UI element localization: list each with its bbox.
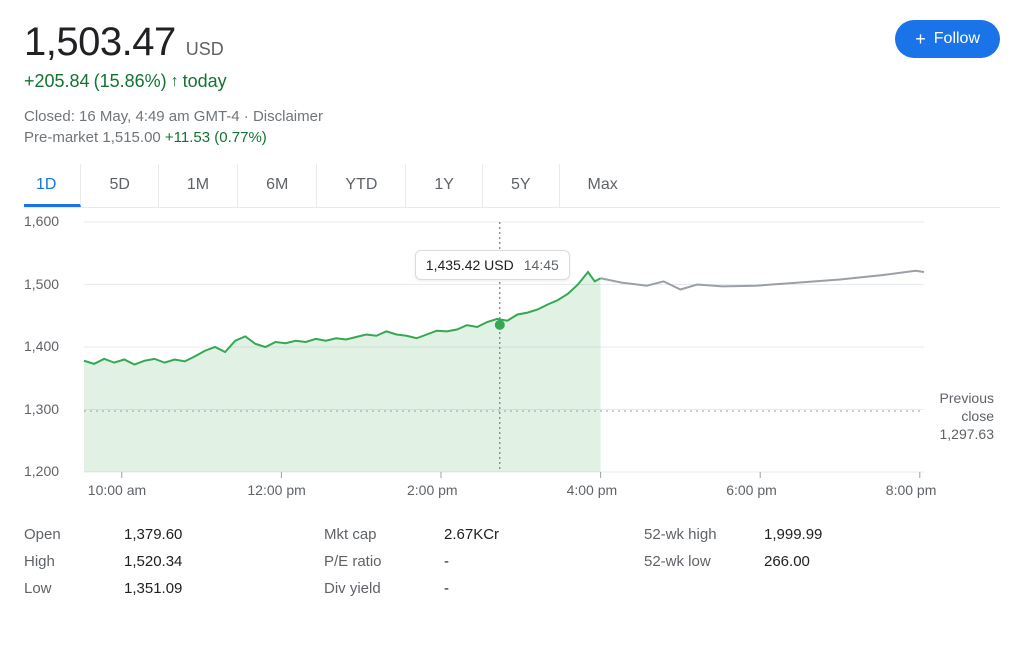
tab-ytd[interactable]: YTD <box>317 164 406 207</box>
y-axis-label: 1,400 <box>24 338 59 354</box>
y-axis-label: 1,500 <box>24 276 59 292</box>
x-axis-label: 2:00 pm <box>407 482 458 498</box>
stat-label: High <box>24 553 124 570</box>
time-range-tabs: 1D5D1M6MYTD1Y5YMax <box>24 164 1000 208</box>
x-axis-label: 4:00 pm <box>567 482 618 498</box>
premarket-price: 1,515.00 <box>102 129 160 146</box>
tab-5d[interactable]: 5D <box>81 164 158 207</box>
x-axis-label: 12:00 pm <box>247 482 305 498</box>
x-axis-label: 10:00 am <box>88 482 146 498</box>
tab-1d[interactable]: 1D <box>24 164 81 207</box>
stat-value <box>764 580 924 597</box>
tab-6m[interactable]: 6M <box>238 164 317 207</box>
change-pct: (15.86%) <box>94 71 167 92</box>
up-arrow-icon: ↑ <box>171 73 179 91</box>
stat-value: 1,351.09 <box>124 580 324 597</box>
y-axis-label: 1,300 <box>24 401 59 417</box>
x-axis-label: 8:00 pm <box>886 482 937 498</box>
stat-label: P/E ratio <box>324 553 444 570</box>
price-line: 1,503.47 USD <box>24 20 323 65</box>
stat-value: - <box>444 580 644 597</box>
y-axis-label: 1,600 <box>24 213 59 229</box>
premarket-line: Pre-market 1,515.00 +11.53 (0.77%) <box>24 129 323 146</box>
price-block: 1,503.47 USD +205.84 (15.86%) ↑ today Cl… <box>24 20 323 146</box>
current-price: 1,503.47 <box>24 20 176 65</box>
stat-label: Div yield <box>324 580 444 597</box>
tab-1y[interactable]: 1Y <box>406 164 483 207</box>
premarket-change: +11.53 (0.77%) <box>165 129 267 146</box>
stat-value: - <box>444 553 644 570</box>
tab-max[interactable]: Max <box>560 164 646 207</box>
stat-label: 52-wk high <box>644 526 764 543</box>
follow-label: Follow <box>934 30 980 48</box>
stat-value: 266.00 <box>764 553 924 570</box>
stat-label <box>644 580 764 597</box>
previous-close-label: Previousclose1,297.63 <box>940 389 995 444</box>
plus-icon: + <box>915 30 926 48</box>
today-label: today <box>183 71 227 92</box>
stat-value: 1,379.60 <box>124 526 324 543</box>
tooltip-price: 1,435.42 USD <box>426 257 514 273</box>
closed-status: Closed: 16 May, 4:49 am GMT-4 · Disclaim… <box>24 108 323 125</box>
chart-tooltip: 1,435.42 USD 14:45 <box>415 250 570 280</box>
tooltip-time: 14:45 <box>524 257 559 273</box>
change-line: +205.84 (15.86%) ↑ today <box>24 71 323 92</box>
price-chart[interactable]: 1,200 1,300 1,400 1,500 1,600 10:00 am 12:00 p… <box>24 212 994 512</box>
stats-grid: Open1,379.60Mkt cap2.67KCr52-wk high1,99… <box>24 526 1000 597</box>
y-axis-label: 1,200 <box>24 463 59 479</box>
stat-label: 52-wk low <box>644 553 764 570</box>
stat-label: Open <box>24 526 124 543</box>
stat-value: 1,520.34 <box>124 553 324 570</box>
x-axis-label: 6:00 pm <box>726 482 777 498</box>
stat-label: Low <box>24 580 124 597</box>
stat-label: Mkt cap <box>324 526 444 543</box>
premarket-label: Pre-market <box>24 129 98 146</box>
stat-value: 1,999.99 <box>764 526 924 543</box>
tab-5y[interactable]: 5Y <box>483 164 560 207</box>
tab-1m[interactable]: 1M <box>159 164 238 207</box>
stat-value: 2.67KCr <box>444 526 644 543</box>
follow-button[interactable]: + Follow <box>895 20 1000 58</box>
change-abs: +205.84 <box>24 71 90 92</box>
header-row: 1,503.47 USD +205.84 (15.86%) ↑ today Cl… <box>24 20 1000 146</box>
currency-label: USD <box>186 39 224 60</box>
